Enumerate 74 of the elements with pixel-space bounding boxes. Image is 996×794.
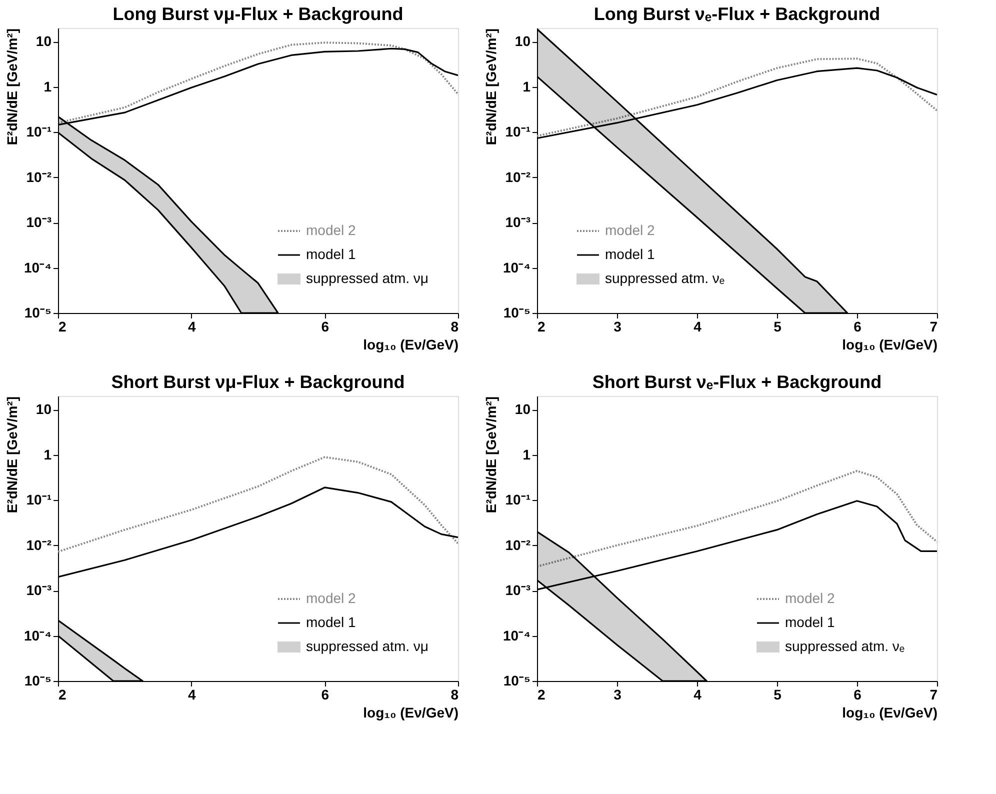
y-tick-label: 10⁻² [505,168,531,185]
legend-label: suppressed atm. νμ [306,638,428,654]
x-tick-label: 4 [188,686,196,702]
x-tick-label: 2 [58,686,66,702]
y-tick-label: 10⁻² [505,536,531,553]
line-series [58,456,458,553]
x-tick-label: 3 [614,318,622,334]
x-tick-label: 5 [774,318,782,334]
y-tick-label: 10⁻⁵ [24,672,52,688]
legend-label: model 2 [785,590,836,606]
legend-label: model 1 [306,614,356,630]
y-tick-label: 10⁻⁴ [24,259,52,276]
chart-title: Long Burst νₑ-Flux + Background [594,4,880,24]
chart-title: Short Burst νₑ-Flux + Background [592,372,882,392]
y-axis-title: E²dN/dE [GeV/m²] [4,28,20,146]
y-tick-label: 10 [36,33,52,50]
y-tick-label: 10⁻² [26,536,52,553]
y-axis-title: E²dN/dE [GeV/m²] [483,396,500,514]
x-tick-label: 8 [450,686,459,702]
y-tick-label: 10⁻⁵ [24,304,52,320]
x-tick-label: 5 [774,686,782,702]
y-tick-label: 10⁻¹ [505,492,531,508]
y-tick-label: 1 [44,78,52,94]
y-tick-label: 10⁻¹ [26,124,52,140]
x-tick-label: 6 [854,318,862,334]
x-tick-label: 4 [694,686,702,702]
y-tick-label: 10⁻³ [26,214,52,230]
x-tick-label: 4 [694,318,702,334]
y-axis-title: E²dN/dE [GeV/m²] [483,28,500,146]
x-tick-label: 6 [321,318,330,334]
y-tick-label: 10⁻³ [26,582,52,598]
y-tick-label: 10 [514,401,531,418]
y-tick-label: 10⁻⁴ [503,627,531,644]
y-tick-label: 10⁻⁵ [503,304,530,320]
x-axis-title: log₁₀ (Eν/GeV) [842,336,938,352]
legend-label: model 1 [306,246,356,262]
x-tick-label: 3 [614,686,622,702]
x-tick-label: 8 [450,318,459,334]
x-tick-label: 2 [538,318,546,334]
y-tick-label: 10⁻¹ [505,124,531,140]
y-tick-label: 10⁻⁴ [503,259,531,276]
chart-title: Short Burst νμ-Flux + Background [111,372,405,392]
line-series [537,470,937,568]
y-tick-label: 10⁻³ [505,582,531,598]
legend-label: model 1 [785,614,836,630]
y-tick-label: 10⁻³ [505,214,531,230]
legend-label: model 2 [306,590,356,606]
x-axis-title: log₁₀ (Eν/GeV) [363,704,458,720]
y-tick-label: 1 [522,78,531,94]
x-tick-label: 6 [854,686,862,702]
x-axis-title: log₁₀ (Eν/GeV) [842,704,938,720]
x-tick-label: 6 [321,686,330,702]
x-axis-title: log₁₀ (Eν/GeV) [363,336,458,352]
legend-label: model 2 [605,222,656,238]
y-axis-title: E²dN/dE [GeV/m²] [4,396,20,514]
y-tick-label: 10 [36,401,52,418]
legend-label: suppressed atm. νₑ [605,270,725,286]
x-tick-label: 2 [538,686,546,702]
y-tick-label: 10⁻¹ [26,492,52,508]
x-tick-label: 7 [930,686,938,702]
legend-label: suppressed atm. νₑ [785,638,905,654]
legend-label: suppressed atm. νμ [306,270,428,286]
x-tick-label: 4 [188,318,196,334]
x-tick-label: 7 [930,318,938,334]
y-tick-label: 1 [522,446,531,462]
chart-title: Long Burst νμ-Flux + Background [112,4,404,24]
legend-label: model 1 [605,246,656,262]
y-tick-label: 10⁻⁵ [503,672,530,688]
y-tick-label: 1 [44,446,52,462]
y-tick-label: 10⁻² [26,168,52,185]
legend-label: model 2 [306,222,356,238]
x-tick-label: 2 [58,318,66,334]
y-tick-label: 10⁻⁴ [24,627,52,644]
y-tick-label: 10 [514,33,531,50]
